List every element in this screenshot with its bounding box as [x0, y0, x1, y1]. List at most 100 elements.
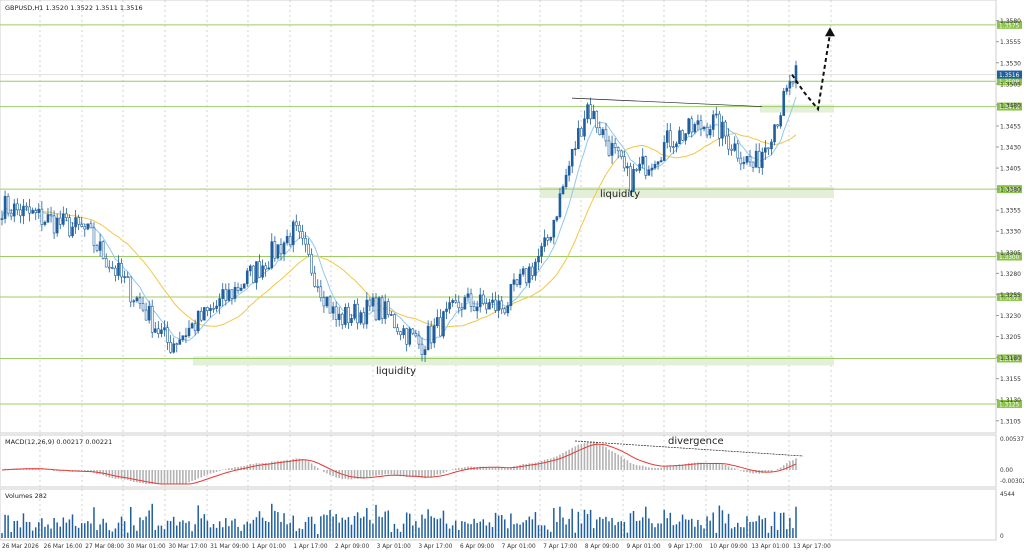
candle-body [374, 297, 378, 321]
candle-body [423, 349, 427, 355]
candle-body [506, 305, 510, 314]
candle-body [491, 299, 494, 303]
candle-body [340, 313, 344, 325]
candle-body [773, 124, 776, 143]
candle-body [454, 300, 458, 303]
candle-body [469, 293, 473, 307]
time-tick: 3 Apr 17:00 [418, 544, 452, 550]
price-tick: 1.3105 [1000, 418, 1021, 425]
candle-body [353, 303, 356, 319]
candle-body [760, 151, 764, 168]
candle-body [742, 162, 746, 165]
macd-title: MACD(12,26,9) 0.00217 0.00221 [5, 438, 112, 446]
candle-body [573, 148, 577, 151]
candle-body [745, 156, 749, 163]
candle-body [748, 156, 752, 163]
candle-body [138, 297, 142, 304]
candle-body [193, 323, 197, 332]
candle-body [782, 90, 786, 116]
candle-body [524, 268, 528, 283]
candle-body [298, 224, 301, 232]
candle-body [187, 327, 191, 336]
candle-body [534, 261, 537, 276]
volume-tick: 4544 [1000, 492, 1015, 498]
candle-body [147, 306, 151, 321]
candle-body [417, 335, 421, 345]
candle-body [509, 284, 513, 306]
candle-body [512, 279, 516, 285]
candle-body [0, 218, 4, 220]
level-label: 1.3380 [999, 188, 1020, 194]
candle-body [497, 300, 500, 311]
candle-body [347, 307, 350, 324]
candle-body [546, 237, 549, 241]
candle-body [120, 263, 123, 278]
candle-body [304, 237, 307, 245]
level-label: 1.3300 [999, 255, 1020, 261]
time-tick: 8 Apr 09:00 [585, 544, 619, 550]
candle-body [466, 293, 470, 298]
candle-body [89, 223, 93, 229]
time-tick: 30 Mar 17:00 [169, 544, 208, 550]
candle-body [485, 303, 488, 310]
level-label-bg [997, 20, 1022, 29]
candle-body [537, 255, 540, 263]
candle-body [141, 303, 145, 311]
liquidity-label-upper: liquidity [600, 189, 640, 200]
time-tick: 3 Apr 01:00 [377, 544, 411, 550]
candle-body [426, 325, 430, 350]
candle-body [28, 206, 31, 214]
liquidity-label-lower: liquidity [376, 366, 416, 377]
candle-body [429, 325, 433, 344]
candle-body [212, 307, 215, 310]
candle-body [313, 272, 316, 287]
price-candles [0, 60, 798, 362]
price-tick: 1.3355 [1000, 208, 1021, 215]
candle-body [727, 135, 730, 150]
candle-body [221, 289, 225, 299]
candle-body [619, 150, 623, 157]
candle-body [515, 279, 519, 285]
candle-body [267, 267, 271, 270]
candle-body [500, 300, 503, 310]
candle-body [405, 328, 408, 345]
candle-body [377, 297, 381, 321]
candle-body [386, 301, 390, 315]
candle-body [178, 339, 182, 345]
candle-body [22, 205, 25, 217]
candle-body [616, 147, 620, 152]
candle-body [25, 205, 28, 208]
time-tick: 31 Mar 09:00 [210, 544, 249, 550]
candle-body [12, 203, 16, 217]
candle-body [730, 148, 733, 151]
level-label: 1.3179 [999, 357, 1020, 363]
candle-body [402, 328, 405, 336]
candle-body [736, 143, 740, 159]
time-tick: 9 Apr 01:00 [626, 544, 660, 550]
time-tick: 9 Apr 17:00 [668, 544, 702, 550]
candle-body [488, 302, 491, 310]
candle-body [396, 327, 399, 332]
candle-body [77, 217, 80, 225]
candle-body [555, 216, 559, 221]
time-tick: 1 Apr 17:00 [293, 544, 327, 550]
candle-body [319, 286, 323, 298]
candle-body [258, 261, 261, 278]
candle-body [724, 121, 727, 137]
candle-body [34, 210, 38, 214]
candle-body [65, 213, 68, 218]
candle-body [117, 263, 120, 276]
candle-body [307, 243, 310, 255]
price-tick: 1.3455 [1000, 123, 1021, 130]
candle-body [420, 343, 424, 355]
candle-body [757, 150, 761, 168]
candle-body [432, 325, 436, 344]
price-tick: 1.3380 [1000, 187, 1021, 194]
projection-path [791, 33, 831, 112]
candle-body [629, 166, 632, 192]
candle-body [92, 227, 96, 246]
price-tick: 1.3480 [1000, 102, 1021, 109]
candle-body [331, 306, 335, 314]
candle-body [561, 186, 565, 194]
